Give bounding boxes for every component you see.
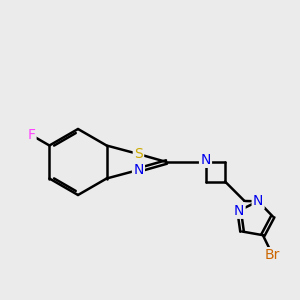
Text: N: N <box>133 163 144 177</box>
Text: N: N <box>253 194 263 208</box>
Text: N: N <box>234 203 244 218</box>
Text: N: N <box>200 153 211 166</box>
Text: S: S <box>134 147 143 161</box>
Text: F: F <box>27 128 35 142</box>
Text: Br: Br <box>265 248 280 262</box>
